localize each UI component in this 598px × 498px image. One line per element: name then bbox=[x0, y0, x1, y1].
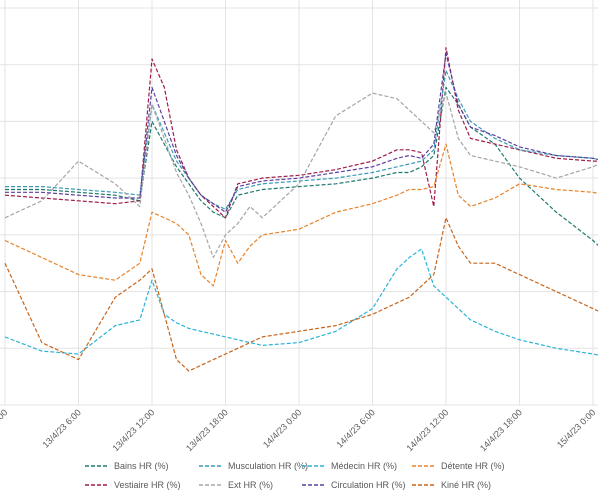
x-tick-label: 14/4/23 0:00 bbox=[261, 407, 303, 449]
legend-label: Musculation HR (%) bbox=[228, 461, 308, 471]
series-line-7 bbox=[4, 143, 598, 287]
legend-label: Kiné HR (%) bbox=[441, 480, 491, 490]
legend-label: Détente HR (%) bbox=[441, 461, 505, 471]
series-line-6 bbox=[5, 52, 598, 213]
x-tick-label: 14/4/23 12:00 bbox=[404, 407, 450, 453]
legend-label: Bains HR (%) bbox=[114, 461, 169, 471]
x-axis-tick-labels: 13/4/23 0:00 13/4/23 6:00 13/4/23 12:00 13/… bbox=[0, 407, 597, 453]
gridlines bbox=[0, 0, 598, 406]
legend: Bains HR (%) Vestiaire HR (%) Musculation … bbox=[85, 461, 505, 490]
series-line-5 bbox=[4, 248, 598, 356]
x-tick-label: 13/4/23 18:00 bbox=[184, 407, 230, 453]
legend-label: Ext HR (%) bbox=[228, 480, 273, 490]
legend-label: Médecin HR (%) bbox=[331, 461, 397, 471]
legend-label: Circulation HR (%) bbox=[331, 480, 406, 490]
series-line-1 bbox=[5, 86, 598, 246]
legend-label: Vestiaire HR (%) bbox=[114, 480, 181, 490]
series-line-2 bbox=[4, 47, 598, 219]
x-tick-label: 14/4/23 18:00 bbox=[478, 407, 524, 453]
x-tick-label: 15/4/23 0:00 bbox=[555, 407, 597, 449]
series-line-3 bbox=[5, 69, 598, 210]
x-tick-label: 13/4/23 12:00 bbox=[110, 407, 156, 453]
x-tick-label: 13/4/23 0:00 bbox=[0, 407, 9, 449]
series-line-4 bbox=[4, 92, 598, 259]
x-tick-label: 13/4/23 6:00 bbox=[40, 407, 82, 449]
x-tick-label: 14/4/23 6:00 bbox=[334, 407, 376, 449]
series-lines bbox=[4, 47, 598, 372]
series-line-8 bbox=[4, 217, 598, 372]
